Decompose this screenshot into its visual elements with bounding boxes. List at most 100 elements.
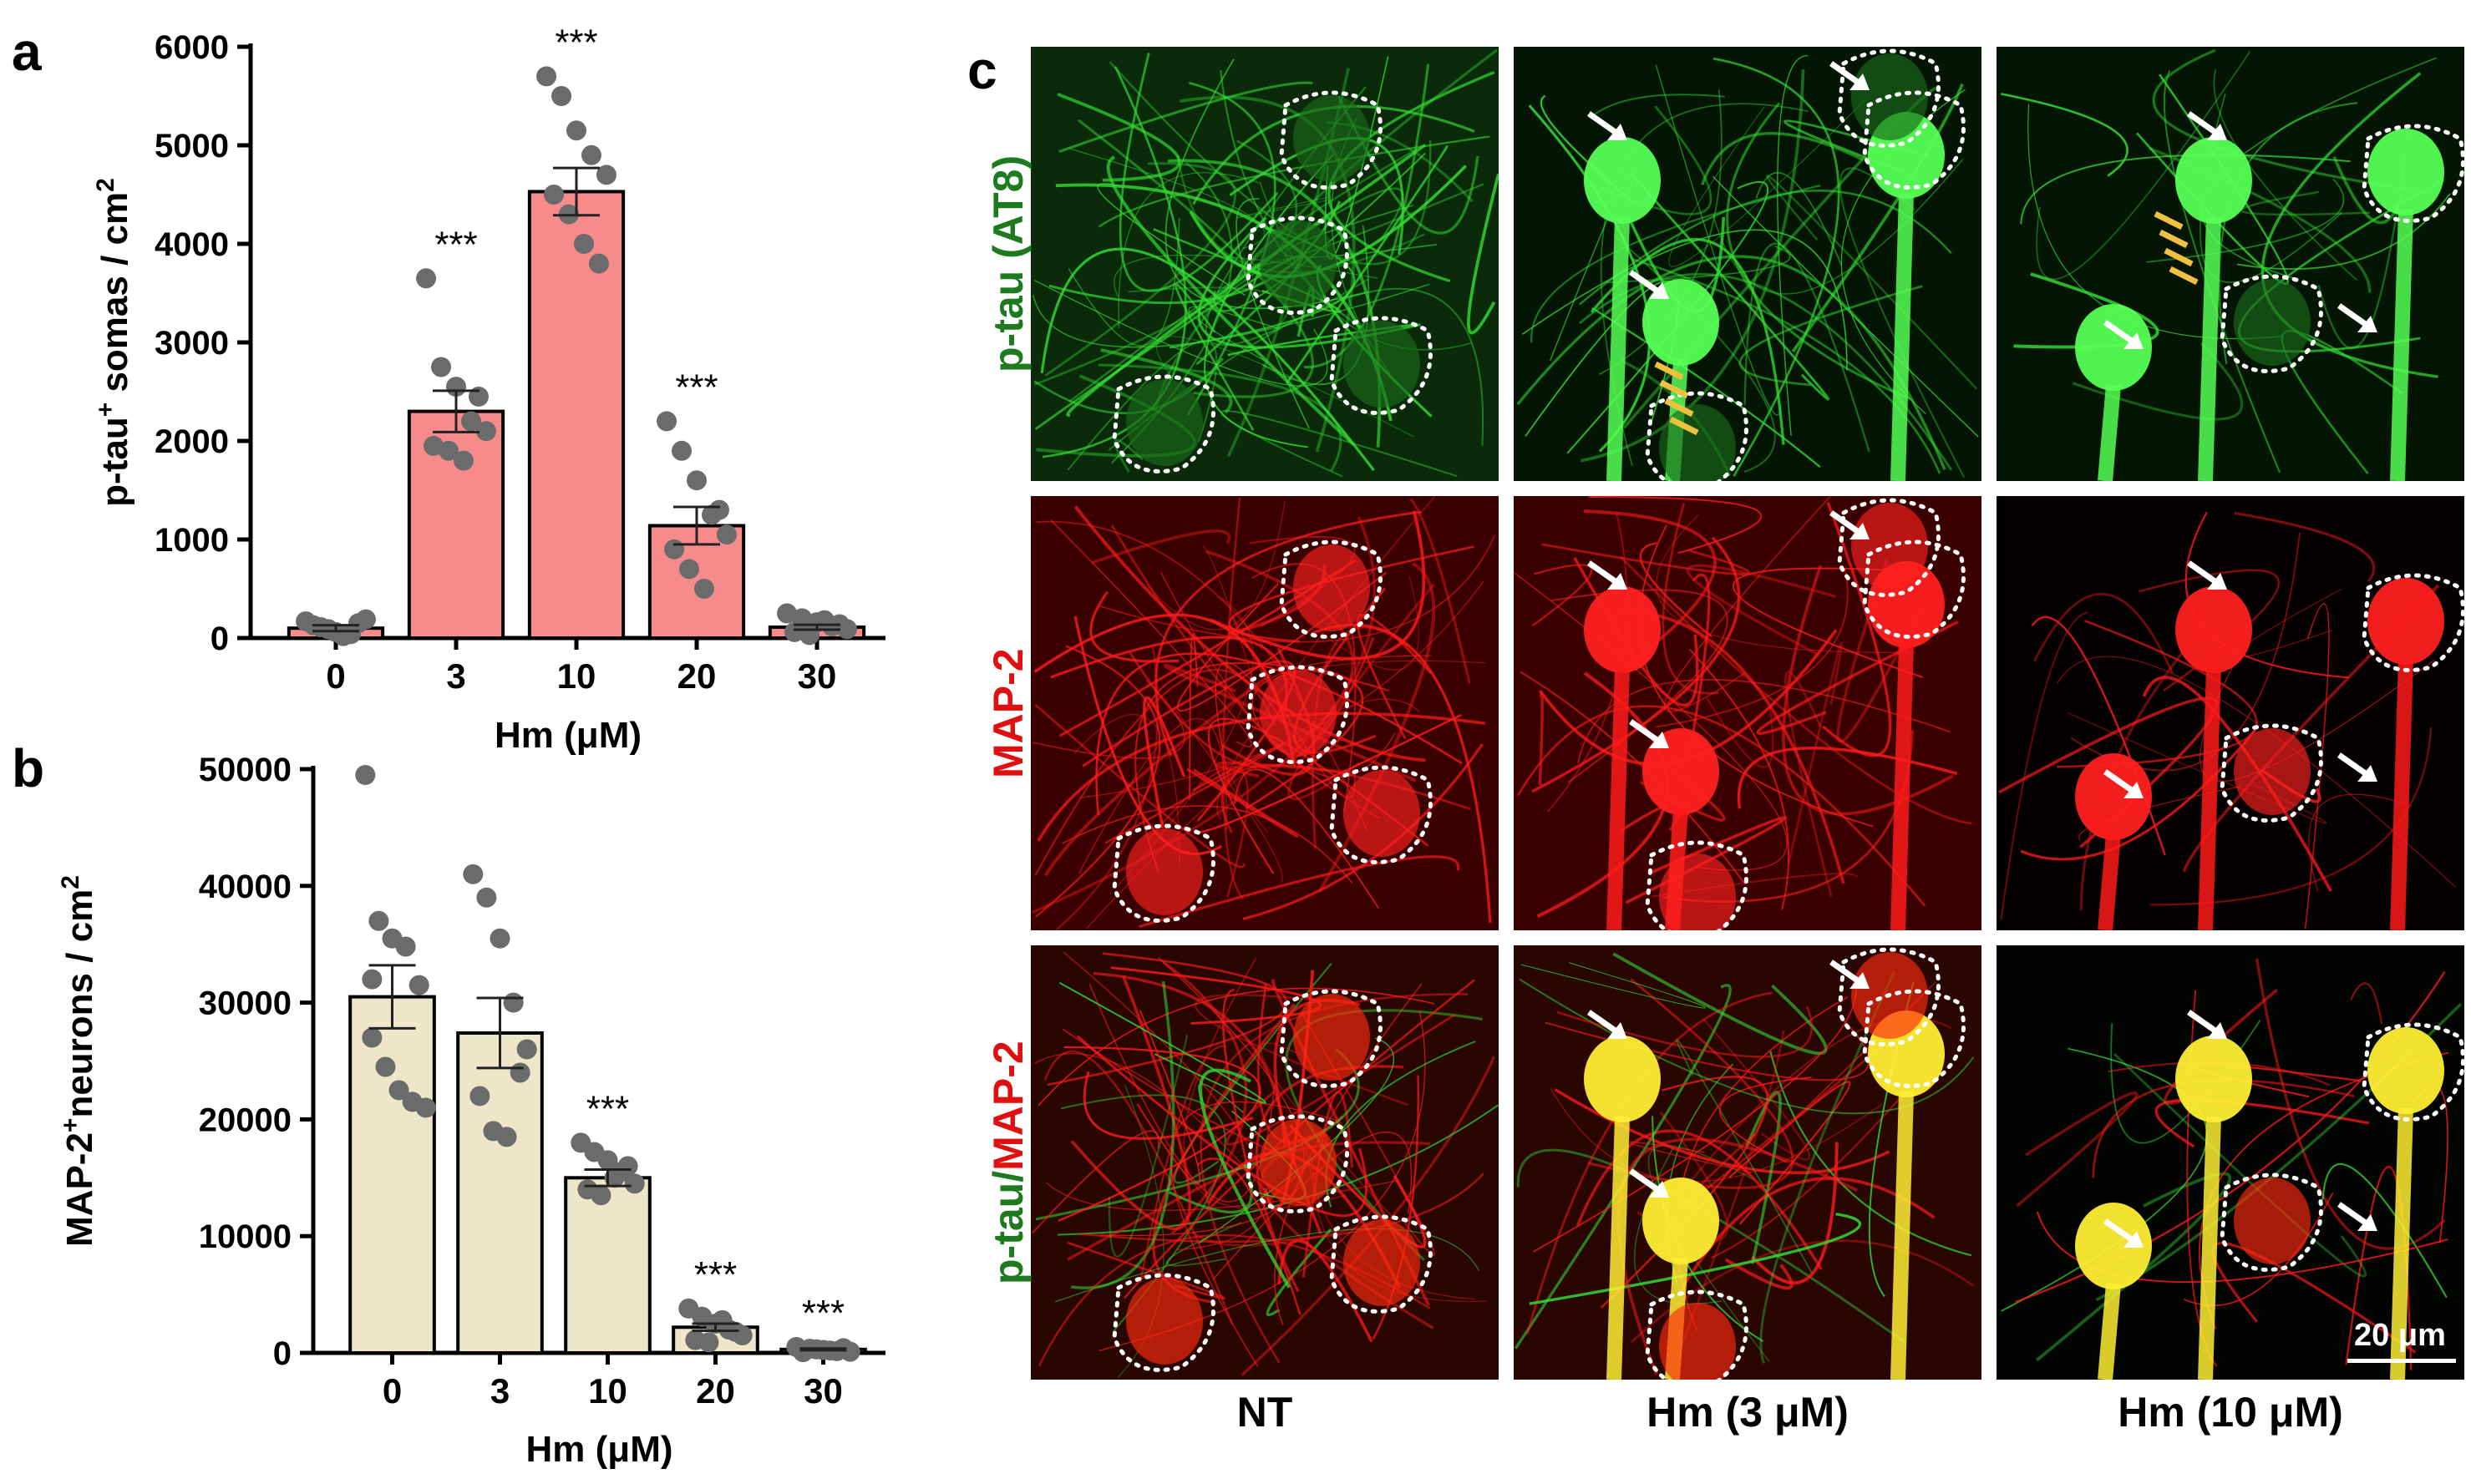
neuron-soma: [1126, 828, 1203, 915]
data-point: [416, 268, 437, 289]
neuron-soma: [2175, 137, 2252, 224]
micrograph-red-col3: [1997, 496, 2464, 930]
data-point: [439, 440, 459, 461]
micrograph-row-label: p-tau/MAP-2: [984, 1041, 1033, 1284]
neuron-soma: [1584, 137, 1661, 224]
panel-letter-a: a: [12, 22, 42, 82]
neurite-fiber: [1204, 154, 1334, 448]
data-point: [355, 764, 376, 785]
bar: [456, 1031, 544, 1355]
neurite-fiber: [1759, 970, 1896, 1364]
neurite-fiber: [1175, 283, 1255, 431]
neurite-fiber: [1073, 505, 1426, 762]
white-arrow-head: [1649, 732, 1669, 748]
neuron-soma: [1659, 853, 1736, 930]
dotted-cell-outline: [2220, 274, 2323, 373]
yellow-arrow: [2169, 266, 2199, 286]
neurite-fiber: [1236, 198, 1310, 429]
data-point: [573, 234, 594, 254]
significance-label: ***: [555, 22, 597, 63]
y-tick-label: 50000: [199, 752, 292, 788]
neurite-fiber: [1686, 564, 1836, 656]
neurite-fiber: [1176, 571, 1387, 712]
neurite-fiber: [1058, 81, 1313, 154]
neuron-soma: [1293, 95, 1370, 182]
neurite-fiber: [1285, 144, 1449, 385]
neurite-fiber: [1106, 155, 1356, 447]
neuron-soma: [2234, 1178, 2311, 1264]
x-tick-label: 10: [588, 1371, 627, 1411]
data-point: [581, 144, 601, 165]
neurite-fiber: [1756, 620, 1959, 735]
neurite-fiber: [1784, 671, 1833, 897]
yellow-arrow: [1654, 361, 1684, 381]
data-point: [708, 499, 729, 520]
neurite-fiber: [1168, 1163, 1253, 1214]
neurite-fiber: [2036, 51, 2251, 281]
neurite-fiber: [1706, 697, 1774, 768]
micrograph-grid: 20 μm: [1031, 47, 2464, 1380]
yellow-arrow: [1659, 379, 1689, 399]
neurite-fiber: [1060, 1094, 1226, 1333]
y-axis-label-superscript: +: [92, 403, 119, 418]
neurite-fiber: [1108, 1034, 1189, 1258]
micrograph-row-label: p-tau (AT8): [984, 155, 1033, 372]
micrograph-merge-col1: [1031, 945, 1499, 1380]
neurite-fiber: [1528, 104, 1652, 453]
neurite-fiber: [1044, 673, 1272, 877]
neurite-fiber: [1097, 183, 1246, 296]
dotted-cell-outline: [1112, 823, 1215, 923]
scale-bar: [2347, 1359, 2456, 1363]
neurite-fiber: [1068, 148, 1266, 250]
y-axis-label-part: MAP-2: [59, 1132, 100, 1247]
neuron-soma: [2367, 1027, 2444, 1114]
dotted-cell-outline: [2362, 573, 2464, 672]
white-arrow-head: [1607, 1022, 1627, 1039]
data-point: [408, 975, 429, 995]
data-point: [453, 450, 474, 471]
neurite-fiber: [2057, 656, 2456, 888]
white-arrow-head: [2207, 573, 2227, 590]
neurite-fiber: [1783, 119, 1930, 174]
dotted-cell-outline: [1329, 765, 1433, 864]
neurite-fiber: [2255, 958, 2446, 1250]
data-point: [362, 1027, 383, 1048]
neurite-fiber: [1207, 717, 1429, 874]
x-tick-label: 30: [798, 656, 837, 696]
y-axis-label: p-tau+ somas / cm2: [92, 178, 136, 507]
neurite-fiber: [2308, 793, 2413, 892]
y-tick-label: 2000: [155, 423, 229, 460]
neurite-fiber: [1154, 510, 1422, 757]
neuron-soma: [2075, 753, 2152, 840]
neuron-soma: [2175, 586, 2252, 673]
chart-a: 0 1000 2000 3000 4000 5000 6000 0 3 *** 10 *** 20 ***…: [92, 22, 885, 756]
micrograph-column-label: Hm (10 μM): [2118, 1389, 2343, 1436]
y-axis-label: MAP-2+neurons / cm2: [57, 875, 101, 1247]
neurite-fiber: [1139, 1045, 1227, 1283]
data-point: [551, 86, 572, 106]
dotted-cell-outline: [1645, 391, 1748, 481]
neurite-fiber: [1629, 1141, 1752, 1173]
neuron-soma: [2175, 1036, 2252, 1122]
significance-label: ***: [675, 367, 718, 408]
y-tick-label: 0: [211, 620, 229, 657]
y-tick-label: 1000: [155, 522, 229, 559]
neurite-fiber: [2113, 1053, 2367, 1278]
data-point: [693, 579, 714, 599]
neurite-fiber: [1034, 1052, 1275, 1203]
neurite-fiber: [1251, 655, 1432, 819]
data-point: [657, 411, 677, 432]
x-tick-label: 20: [677, 656, 717, 696]
data-point: [510, 1062, 530, 1083]
neurite-fiber: [2036, 1211, 2448, 1283]
neuron-soma: [1642, 1178, 1719, 1264]
neurite-fiber: [1701, 132, 1865, 185]
yellow-arrow: [1669, 416, 1699, 436]
neurite-fiber: [1556, 1005, 1813, 1058]
neurite-fiber: [1220, 409, 1458, 478]
data-point: [566, 120, 586, 141]
neuron-soma: [1584, 1036, 1661, 1122]
neuron-process: [1606, 217, 1630, 481]
neurite-fiber: [1054, 1228, 1480, 1303]
data-point: [415, 1097, 436, 1118]
